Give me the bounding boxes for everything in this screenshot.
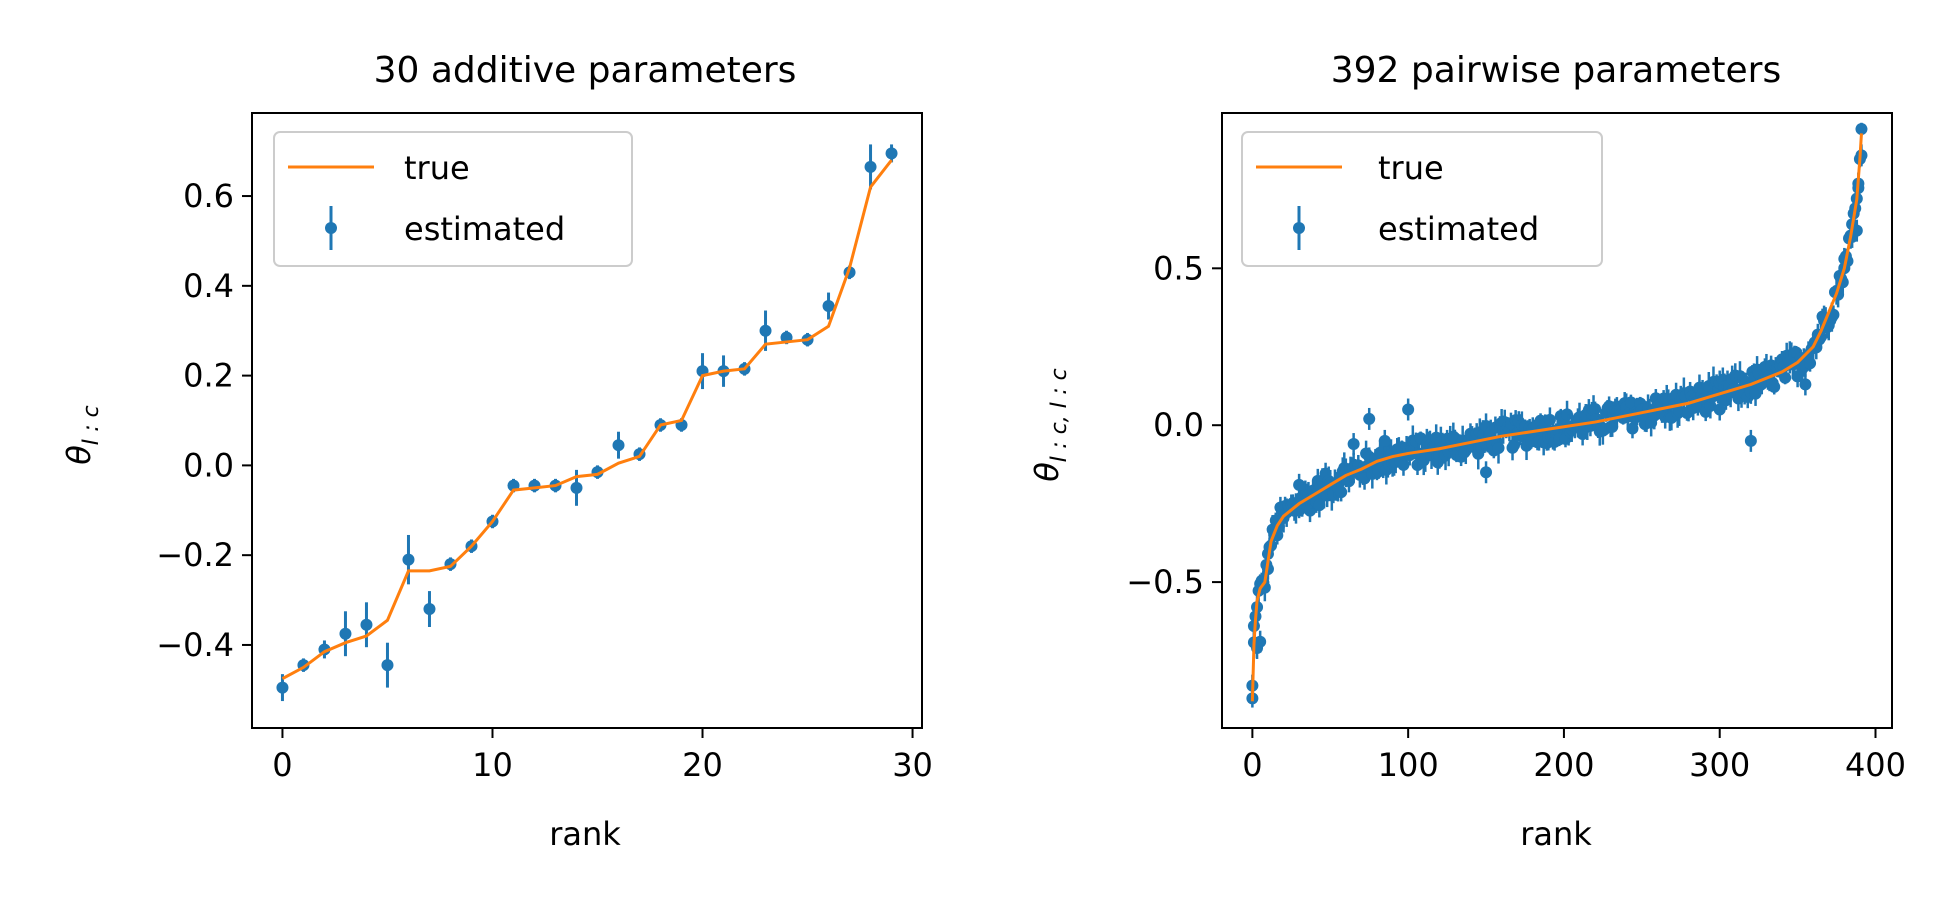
y-tick-label: 0.5 [1153,249,1204,287]
x-tick-label: 10 [472,746,513,784]
plot-area [276,144,898,702]
estimated-point [1402,403,1415,416]
legend: true estimated [1241,131,1603,267]
legend-estimated-swatch-marker [325,222,337,234]
y-tick-label: −0.2 [156,536,234,574]
estimated-point [1804,357,1817,370]
estimated-point [885,147,898,160]
estimated-point [1624,396,1637,409]
estimated-point [1768,380,1781,393]
x-axis-label: rank [549,815,621,853]
true-line [1250,133,1863,702]
estimated-point [1855,123,1868,136]
y-axis-label: θI : c, I : c [1028,368,1072,482]
estimated-point [1779,371,1792,384]
y-tick-label: 0.0 [1153,406,1204,444]
y-tick-label: −0.4 [156,626,234,664]
estimated-point [864,160,877,173]
legend-estimated-swatch-marker [1293,222,1305,234]
x-tick-label: 0 [1242,746,1262,784]
legend-estimated-label: estimated [1378,210,1539,248]
estimated-point [360,618,373,631]
legend-true-label: true [404,149,470,187]
y-tick-label: 0.2 [183,357,234,395]
y-tick-labels: −0.4 −0.2 0.0 0.2 0.4 0.6 [156,177,252,664]
estimated-point [1850,224,1863,237]
estimated-point [1799,378,1812,391]
estimated-point [612,439,625,452]
axes-frame [251,112,923,729]
x-axis-label: rank [1520,815,1592,853]
x-tick-labels: 0 10 20 30 [272,728,933,784]
estimated-point [1713,403,1726,416]
x-tick-label: 20 [682,746,723,784]
x-tick-label: 30 [892,746,933,784]
true-line [281,159,893,680]
chart-title: 30 additive parameters [374,50,797,91]
estimated-point [381,659,394,672]
y-tick-label: 0.0 [183,446,234,484]
estimated-point [1480,466,1493,479]
estimated-point [1254,635,1267,648]
y-tick-label: −0.5 [1126,563,1204,601]
legend-estimated-label: estimated [404,210,565,248]
y-tick-label: 0.6 [183,177,234,215]
chart-additive: 30 additive parameters 0 10 20 30 −0.4 −0.2 0… [60,50,933,853]
estimated-point [1363,412,1376,425]
x-tick-labels: 0 100 200 300 400 [1242,728,1906,784]
estimated-point [423,603,436,616]
estimated-point [570,481,583,494]
y-tick-label: 0.4 [183,267,234,305]
x-tick-label: 0 [272,746,292,784]
estimated-point [402,553,415,566]
chart-pairwise: 392 pairwise parameters 0 100 200 300 400 −0… [1028,50,1906,853]
x-tick-label: 100 [1378,746,1439,784]
estimated-point [1293,478,1306,491]
estimated-point [822,300,835,313]
y-axis-label: θI : c [60,405,104,465]
estimated-point [759,324,772,337]
plot-area [1246,122,1868,708]
estimated-point [1397,458,1410,471]
chart-title: 392 pairwise parameters [1331,50,1781,91]
estimated-point [1744,434,1757,447]
x-tick-label: 300 [1689,746,1750,784]
estimated-point [1313,499,1326,512]
estimated-point [276,681,289,694]
estimated-point [1492,442,1505,455]
estimated-point [339,627,352,640]
estimated-point [1335,486,1348,499]
estimated-point [1606,420,1619,433]
estimated-point [1347,438,1360,451]
legend-true-label: true [1378,149,1444,187]
estimated-point [1304,504,1317,517]
axes-frame [1221,112,1893,729]
y-tick-labels: −0.5 0.0 0.5 [1126,249,1222,601]
x-tick-label: 400 [1845,746,1906,784]
x-tick-label: 200 [1533,746,1594,784]
estimated-point [1589,403,1602,416]
legend: true estimated [273,131,633,267]
estimated-point [1561,408,1574,421]
estimated-point [1378,434,1391,447]
